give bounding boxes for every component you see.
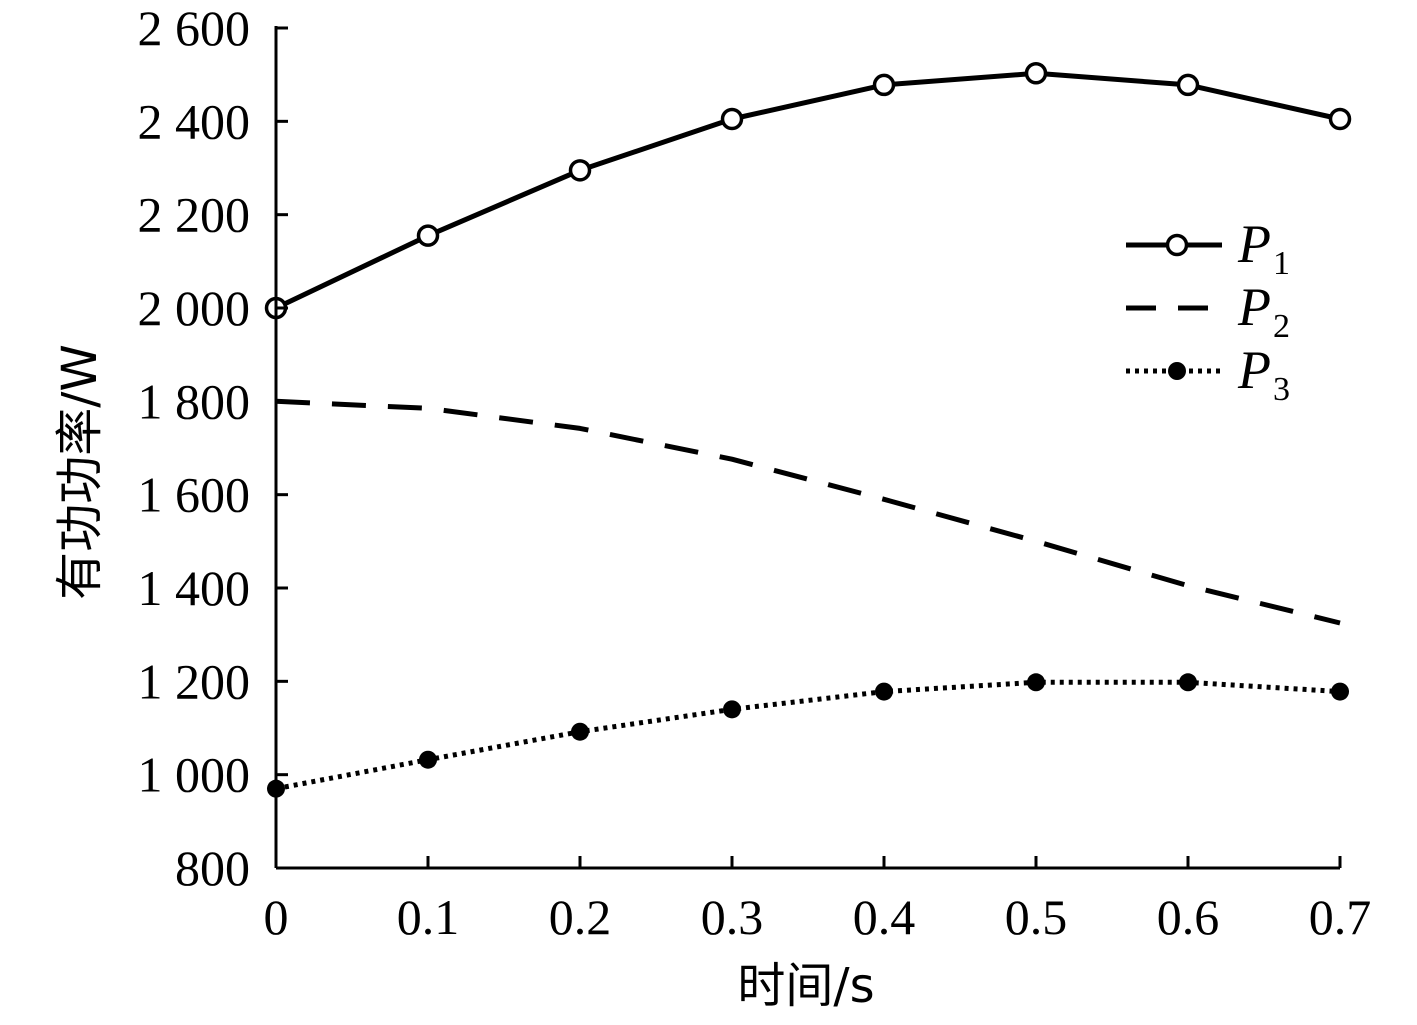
legend-label: P2: [1237, 277, 1290, 345]
data-point: [720, 107, 744, 131]
legend-entry-1: P1: [1126, 214, 1290, 282]
series-3: [267, 673, 1349, 798]
legend-label: P1: [1237, 214, 1290, 282]
data-point: [872, 73, 896, 97]
x-axis-title: 时间/s: [737, 958, 874, 1014]
y-tick-label: 1 200: [138, 653, 251, 709]
data-point: [1328, 107, 1352, 131]
series-layer: [264, 62, 1352, 798]
series-line-1: [274, 70, 1341, 311]
series-1: [264, 62, 1352, 320]
data-point: [416, 224, 440, 247]
series-line-2: [275, 398, 1341, 626]
data-point: [571, 722, 589, 741]
y-axis-title: 有功功率/W: [52, 344, 108, 600]
legend-marker: [1165, 233, 1189, 257]
x-tick-label: 0.7: [1309, 889, 1372, 945]
legend-label-name: P: [1237, 214, 1271, 274]
legend-label-subscript: 1: [1273, 245, 1290, 282]
legend-label-subscript: 2: [1273, 308, 1290, 345]
legend-entry-2: P2: [1126, 277, 1290, 345]
y-tick-label: 2 400: [138, 93, 251, 149]
y-tick-label: 1 400: [138, 560, 251, 616]
y-tick-label: 1 600: [138, 467, 251, 523]
x-tick-label: 0.5: [1005, 889, 1068, 945]
x-tick-label: 0.1: [397, 889, 460, 945]
series-2: [275, 398, 1341, 626]
legend-marker: [1168, 362, 1186, 380]
y-tick-label: 1 000: [138, 747, 251, 803]
data-point: [1179, 673, 1197, 692]
data-point: [1176, 73, 1200, 97]
x-tick-label: 0.4: [853, 889, 916, 945]
data-point: [1331, 682, 1349, 701]
y-ticks: 800 1 000 1 200 1 400 1 600 1 800 2 000 2 200 2 …: [138, 0, 288, 896]
data-point: [419, 750, 437, 769]
y-tick-label: 2 600: [138, 0, 251, 56]
data-point: [1024, 62, 1048, 85]
data-point: [723, 700, 741, 719]
data-point: [875, 682, 893, 701]
legend-label-name: P: [1237, 277, 1271, 337]
y-tick-label: 2 200: [138, 187, 251, 243]
legend-label-subscript: 3: [1273, 371, 1290, 408]
x-ticks: 0 0.1 0.2 0.3 0.4 0.5 0.6 0.7: [264, 856, 1372, 945]
x-tick-label: 0: [264, 889, 289, 945]
x-tick-label: 0.6: [1157, 889, 1220, 945]
data-point: [1027, 673, 1045, 692]
legend-entry-3: P3: [1126, 340, 1290, 408]
y-tick-label: 2 000: [138, 280, 251, 336]
y-tick-label: 1 800: [138, 373, 251, 429]
series-line-3: [275, 679, 1341, 792]
y-tick-label: 800: [175, 840, 250, 896]
legend-label: P3: [1237, 340, 1290, 408]
legend-label-name: P: [1237, 340, 1271, 400]
data-point: [568, 159, 592, 182]
x-tick-label: 0.2: [549, 889, 612, 945]
x-tick-label: 0.3: [701, 889, 764, 945]
